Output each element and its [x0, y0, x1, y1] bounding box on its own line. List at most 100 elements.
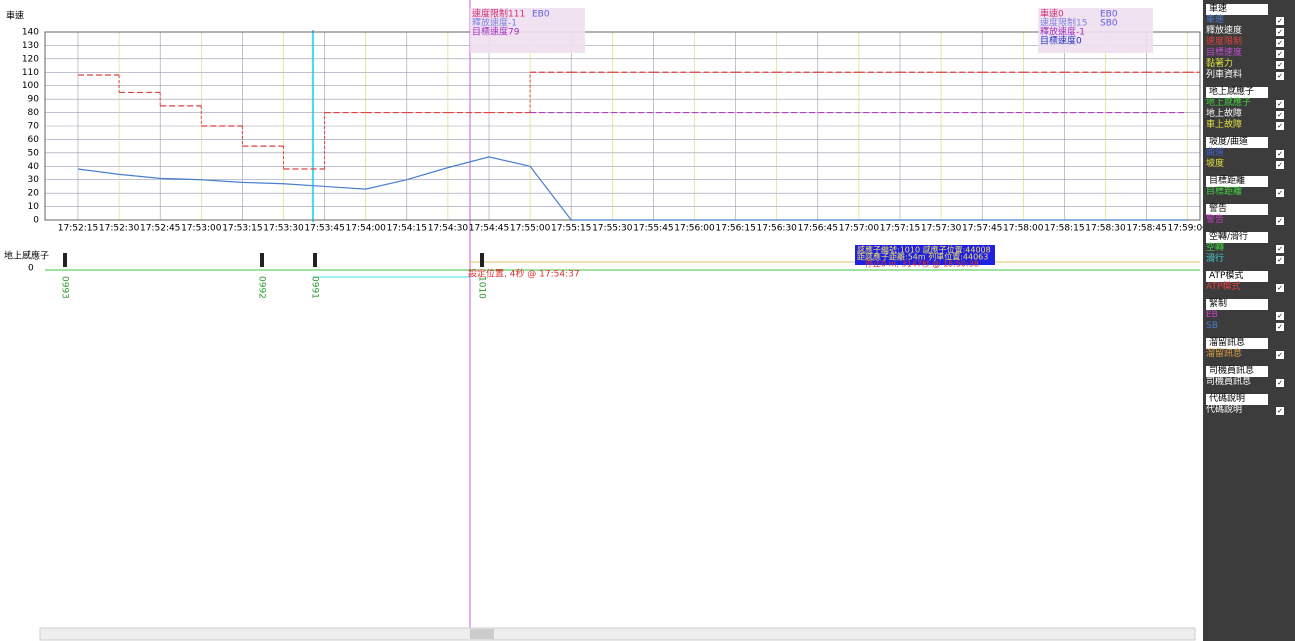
item-label: 黏著力: [1206, 59, 1234, 69]
checkbox[interactable]: ✓: [1276, 27, 1284, 36]
checkbox[interactable]: ✓: [1276, 71, 1284, 80]
panel-group: 緊制 EB ✓ SB ✓: [1206, 299, 1292, 332]
panel-group: 代碼說明 代碼說明 ✓: [1206, 394, 1292, 416]
checkbox[interactable]: ✓: [1276, 38, 1284, 47]
group-title: 警告: [1209, 204, 1228, 214]
x-tick-label: 17:53:00: [181, 224, 222, 234]
checkbox[interactable]: ✓: [1276, 60, 1284, 69]
x-tick-label: 17:58:30: [1085, 224, 1126, 234]
x-tick-label: 17:58:15: [1044, 224, 1084, 234]
checkbox[interactable]: ✓: [1276, 311, 1284, 320]
event-text: 設定位置, 4秒 @ 17:54:37: [468, 268, 580, 280]
panel-item: 地上感應子 ✓: [1206, 98, 1292, 109]
item-label: EB: [1206, 310, 1218, 320]
x-tick-label: 17:54:30: [428, 224, 469, 234]
x-tick-label: 17:53:30: [263, 224, 304, 234]
y-tick-label: 20: [28, 189, 40, 199]
x-tick-label: 17:53:45: [304, 224, 344, 234]
panel-item: 車速 ✓: [1206, 15, 1292, 26]
group-title: 目標距離: [1209, 176, 1246, 186]
panel-item: EB ✓: [1206, 310, 1292, 321]
series-line: [77, 156, 1188, 221]
checkbox[interactable]: ✓: [1276, 350, 1284, 359]
y-tick-label: 0: [33, 216, 39, 226]
item-label: 警告: [1206, 215, 1225, 225]
balise-id: 1010: [477, 276, 487, 299]
balise-icon: [480, 253, 484, 267]
x-tick-label: 17:56:15: [715, 224, 755, 234]
chart: 車速 0 10 20 30 40 50 60 70 80 90 100 110 120 130 140 17:…: [0, 0, 1209, 641]
group-title: 地上感應子: [1209, 87, 1255, 97]
panel-item: 坡度 ✓: [1206, 159, 1292, 170]
side-panel: 車速 車速 ✓ 釋放速度 ✓ 速度限制 ✓ 目標速度 ✓ 黏著力 ✓ 列車資料 ✓ 地上感應子 地上感應子 ✓…: [1203, 0, 1295, 641]
panel-item: 曲道 ✓: [1206, 148, 1292, 159]
scrollbar[interactable]: [39, 627, 1196, 641]
group-header: 坡度/曲道: [1206, 137, 1268, 148]
background: [0, 0, 1203, 641]
checkbox[interactable]: ✓: [1276, 244, 1284, 253]
panel-item: ATP模式 ✓: [1206, 282, 1292, 293]
panel-item: 列車資料 ✓: [1206, 70, 1292, 81]
checkbox[interactable]: ✓: [1276, 406, 1284, 415]
group-header: 地上感應子: [1206, 87, 1268, 98]
panel-item: SB ✓: [1206, 321, 1292, 332]
item-label: 車上故障: [1206, 120, 1243, 130]
y-tick-label: 130: [22, 41, 39, 51]
item-label: 地上感應子: [1206, 98, 1252, 108]
group-title: 車速: [1209, 4, 1228, 14]
checkbox[interactable]: ✓: [1276, 149, 1284, 158]
panel-item: 目標速度 ✓: [1206, 48, 1292, 59]
balise-icon: [313, 253, 317, 267]
checkbox[interactable]: ✓: [1276, 322, 1284, 331]
popup-text: 速度限制111: [472, 8, 525, 20]
panel-item: 滑行 ✓: [1206, 254, 1292, 265]
panel-item: 地上故障 ✓: [1206, 109, 1292, 120]
checkbox[interactable]: ✓: [1276, 216, 1284, 225]
group-title: 緊制: [1209, 299, 1228, 309]
popup-text: SB0: [1100, 19, 1118, 29]
balise-icon: [260, 253, 264, 267]
popup-text: 釋放速度-1: [472, 17, 517, 29]
panel-group: 坡度/曲道 曲道 ✓ 坡度 ✓: [1206, 137, 1292, 170]
balise-id: 0993: [60, 276, 70, 299]
checkbox[interactable]: ✓: [1276, 160, 1284, 169]
x-tick-label: 17:52:15: [58, 224, 98, 234]
scroll-thumb[interactable]: [470, 629, 494, 639]
popup-box: [470, 8, 585, 53]
x-tick-label: 17:58:00: [1003, 224, 1044, 234]
item-label: 滑行: [1206, 254, 1225, 264]
y-tick-label: 90: [28, 95, 40, 105]
item-label: 目標距離: [1206, 187, 1243, 197]
checkbox[interactable]: ✓: [1276, 99, 1284, 108]
x-tick-label: 17:55:15: [551, 224, 591, 234]
track-zero: 0: [28, 264, 34, 274]
checkbox[interactable]: ✓: [1276, 255, 1284, 264]
item-label: 釋放速度: [1206, 26, 1243, 36]
x-tick-label: 17:57:15: [880, 224, 920, 234]
balise-info: 感應子編號:1010 感應子位置:44008: [857, 245, 991, 255]
panel-item: 空轉 ✓: [1206, 243, 1292, 254]
x-tick-label: 17:54:15: [387, 224, 427, 234]
balise-id: 0992: [257, 276, 267, 299]
x-tick-label: 17:56:45: [798, 224, 838, 234]
y-tick-label: 40: [28, 162, 40, 172]
y-tick-label: 10: [28, 202, 40, 212]
item-label: 司機員訊息: [1206, 377, 1252, 387]
checkbox[interactable]: ✓: [1276, 378, 1284, 387]
checkbox[interactable]: ✓: [1276, 16, 1284, 25]
group-header: 警告: [1206, 204, 1268, 215]
y-tick-label: 80: [28, 108, 40, 118]
balise-info: 距感應子距離:54m 列車位置:44063: [857, 252, 988, 262]
checkbox[interactable]: ✓: [1276, 188, 1284, 197]
group-title: 坡度/曲道: [1209, 137, 1249, 147]
y-tick-label: 70: [28, 122, 40, 132]
checkbox[interactable]: ✓: [1276, 110, 1284, 119]
group-title: 空轉/滑行: [1209, 232, 1249, 242]
popup-text: EB0: [532, 10, 550, 20]
panel-group: 司機員訊息 司機員訊息 ✓: [1206, 366, 1292, 388]
checkbox[interactable]: ✓: [1276, 121, 1284, 130]
popup-text: 速度限制15: [1040, 17, 1087, 29]
checkbox[interactable]: ✓: [1276, 49, 1284, 58]
checkbox[interactable]: ✓: [1276, 283, 1284, 292]
